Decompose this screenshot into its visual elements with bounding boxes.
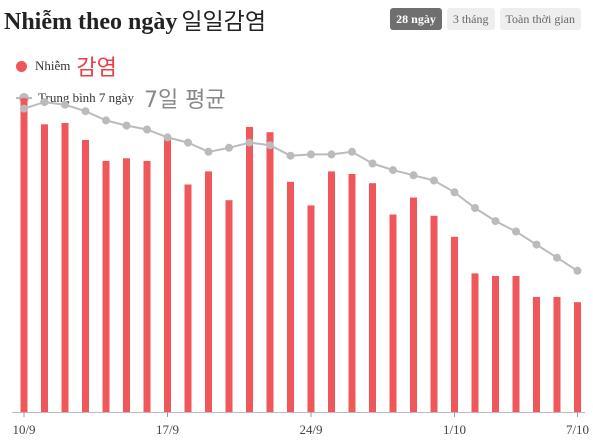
- average-point-day-17: [348, 147, 356, 156]
- bar-day-28: [574, 302, 581, 412]
- bar-day-27: [553, 296, 561, 412]
- x-axis-ticks: 10/9 17/9 24/9 1/10 7/10: [12, 412, 589, 437]
- x-tick-label-3: 24/9: [299, 422, 322, 437]
- legend-average: Trung bình 7 ngày 7일 평균: [16, 82, 226, 114]
- bar-day-18: [369, 183, 376, 412]
- average-point-day-4: [81, 107, 90, 116]
- average-point-day-2: [40, 98, 49, 107]
- bar-day-15: [307, 205, 315, 412]
- bar-series: [20, 98, 581, 413]
- bar-day-7: [143, 160, 151, 412]
- bar-day-4: [82, 140, 89, 412]
- average-point-day-14: [286, 151, 295, 160]
- bar-day-24: [492, 276, 499, 412]
- bar-day-2: [41, 124, 48, 413]
- title-annotation: 일일감염: [181, 9, 266, 35]
- average-point-day-13: [266, 141, 274, 150]
- bar-day-22: [451, 236, 458, 412]
- average-point-day-27: [553, 253, 561, 262]
- legend-cases: Nhiễm 감염: [16, 50, 117, 82]
- average-point-day-23: [471, 204, 479, 212]
- average-point-day-21: [430, 176, 438, 185]
- bar-day-12: [246, 126, 253, 413]
- page-title: Nhiễm theo ngày 일일감염: [4, 2, 266, 36]
- bar-day-6: [123, 158, 130, 412]
- bar-day-5: [102, 160, 110, 412]
- legend-cases-annotation: 감염: [76, 56, 117, 81]
- bar-day-8: [164, 137, 171, 412]
- title-text: Nhiễm theo ngày: [4, 9, 178, 35]
- average-point-day-20: [409, 171, 418, 180]
- tab-all-time[interactable]: Toàn thời gian: [499, 8, 581, 30]
- average-point-day-7: [143, 125, 151, 134]
- bar-day-20: [410, 197, 417, 412]
- bar-day-9: [184, 184, 192, 412]
- average-point-day-15: [307, 150, 315, 159]
- average-point-day-22: [450, 188, 459, 197]
- average-point-day-18: [368, 159, 377, 168]
- bar-day-1: [20, 98, 28, 412]
- average-point-day-19: [389, 166, 397, 175]
- average-point-day-25: [512, 227, 520, 236]
- bar-day-17: [348, 174, 356, 412]
- tab-28-days[interactable]: 28 ngày: [390, 8, 442, 30]
- average-line: [23, 101, 579, 272]
- bar-day-14: [287, 181, 294, 412]
- average-point-day-24: [491, 217, 500, 226]
- average-point-day-1: [20, 104, 28, 113]
- legend-cases-label: Nhiễm: [35, 58, 71, 73]
- bar-day-23: [471, 273, 479, 412]
- bar-day-19: [389, 214, 397, 412]
- legend-average-label: Trung bình 7 ngày: [38, 90, 134, 105]
- x-tick-label-4: 1/10: [443, 422, 466, 437]
- average-point-day-5: [102, 116, 110, 125]
- bar-day-26: [533, 296, 540, 412]
- average-point-day-3: [61, 100, 69, 109]
- x-tick-label-2: 17/9: [156, 422, 179, 437]
- range-tabs: 28 ngày 3 tháng Toàn thời gian: [390, 8, 581, 30]
- legend-average-annotation: 7일 평균: [143, 88, 226, 113]
- bar-day-10: [205, 171, 212, 412]
- tab-3-months[interactable]: 3 tháng: [446, 8, 495, 30]
- x-tick-label-1: 10/9: [12, 422, 35, 437]
- bar-day-21: [430, 215, 438, 412]
- bar-day-13: [266, 132, 274, 412]
- average-point-day-28: [573, 266, 582, 275]
- bar-day-25: [512, 276, 520, 412]
- bar-day-16: [328, 171, 335, 412]
- legend-cases-swatch: [16, 60, 27, 72]
- average-point-day-26: [532, 240, 541, 249]
- average-point-day-9: [184, 138, 192, 147]
- bar-day-3: [61, 123, 69, 412]
- bar-day-11: [225, 200, 233, 412]
- legend-average-swatch: [16, 93, 32, 103]
- average-point-day-12: [245, 138, 254, 147]
- average-point-day-6: [122, 121, 131, 130]
- average-point-day-10: [204, 147, 213, 156]
- average-line-series: [20, 98, 582, 275]
- average-point-day-16: [327, 150, 336, 159]
- average-point-day-8: [163, 133, 172, 142]
- average-point-day-11: [225, 143, 233, 152]
- x-tick-label-5: 7/10: [566, 422, 589, 437]
